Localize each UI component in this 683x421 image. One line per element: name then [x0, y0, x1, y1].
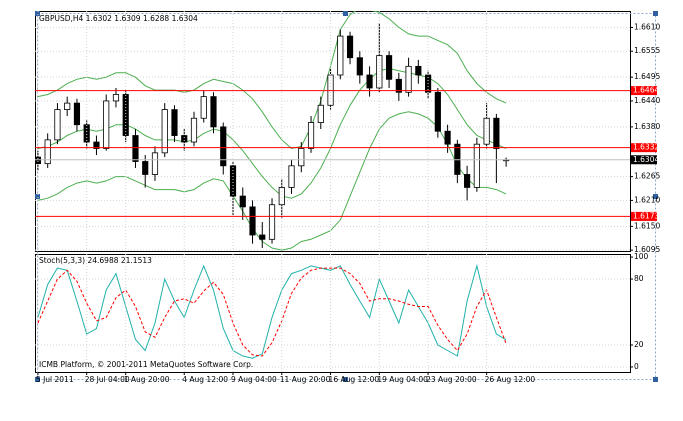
- y-tick-label: 1.6610: [634, 22, 660, 31]
- y-tick-label: 0: [634, 362, 639, 371]
- selection-handles: [35, 11, 658, 382]
- candle-body: [259, 234, 266, 240]
- x-tick-label: 19 Aug 04:00: [377, 375, 428, 384]
- handle[interactable]: [343, 11, 348, 16]
- x-tick-label: 1 Aug 20:00: [124, 375, 170, 384]
- candle-body: [64, 102, 71, 110]
- candle-body: [132, 135, 139, 162]
- candle-body: [415, 65, 422, 76]
- x-tick-label: 4 Aug 12:00: [182, 375, 228, 384]
- candle-body: [298, 148, 305, 167]
- candle-body: [151, 152, 159, 175]
- candle-body: [161, 109, 168, 154]
- candle-body: [229, 165, 237, 197]
- y-tick-label: 1.6380: [634, 122, 660, 131]
- candle-body: [73, 102, 81, 126]
- stoch-line: [37, 267, 507, 357]
- handle[interactable]: [653, 377, 658, 382]
- candle-body: [385, 55, 393, 80]
- candle-body: [278, 187, 285, 206]
- y-tick-label: 1.6265: [634, 172, 660, 181]
- x-tick-label: 26 Aug 12:00: [485, 375, 536, 384]
- candle-body: [35, 156, 42, 165]
- x-tick-label: 9 Aug 04:00: [231, 375, 277, 384]
- price-tag: [631, 86, 657, 96]
- x-tick-label: 5 Jul 2011: [36, 375, 74, 384]
- candle-body: [200, 96, 207, 119]
- plot-layer: 1.6610 1.6555 1.6495 1.6440 1.6380 1.6265 1.62…: [35, 11, 660, 384]
- candle-body: [112, 94, 120, 102]
- y-tick-label: 100: [634, 252, 649, 261]
- y-tick-label: 1.6150: [634, 221, 660, 230]
- y-tick-label: 1.6495: [634, 72, 660, 81]
- candle-body: [171, 109, 178, 136]
- stoch-panel-frame: [35, 254, 631, 373]
- bollinger-upper: [37, 11, 507, 150]
- candle-body: [181, 135, 188, 143]
- candle-body: [434, 91, 441, 132]
- candle-body: [307, 122, 315, 149]
- candle-body: [122, 94, 129, 136]
- handle[interactable]: [35, 377, 40, 382]
- handle[interactable]: [653, 11, 658, 16]
- last-price-tag: [631, 155, 657, 165]
- candle-body: [493, 117, 500, 149]
- candle-body: [239, 195, 246, 208]
- last-price-label: 1.6304: [633, 155, 659, 164]
- handle[interactable]: [343, 377, 348, 382]
- x-tick-label: 16 Aug 12:00: [329, 375, 380, 384]
- candle-body: [405, 65, 412, 93]
- candle-body: [93, 141, 100, 149]
- candle-body: [337, 35, 344, 76]
- x-tick-label: 11 Aug 20:00: [280, 375, 331, 384]
- candle-body: [395, 78, 402, 93]
- x-tick-label: 23 Aug 20:00: [426, 375, 477, 384]
- candle-body: [464, 174, 471, 188]
- candle-body: [220, 126, 227, 167]
- price-tag-label: 1.6332: [633, 143, 659, 152]
- candle-body: [317, 104, 324, 123]
- candle-body: [54, 109, 61, 141]
- candle-body: [83, 124, 90, 143]
- candle-body: [288, 165, 295, 188]
- y-tick-label: 1.6210: [634, 195, 660, 204]
- y-tick-label: 1.6095: [634, 245, 660, 254]
- price-title: GBPUSD,H4 1.6302 1.6309 1.6288 1.6304: [39, 14, 198, 23]
- candle-body: [103, 100, 110, 149]
- price-panel-frame: [35, 11, 631, 252]
- price-tag: [631, 143, 657, 153]
- panel-plot: [35, 256, 630, 368]
- candle-body: [473, 143, 480, 188]
- price-tag: [631, 211, 657, 221]
- candle-body: [444, 130, 451, 145]
- x-tick-label: 28 Jul 04:00: [85, 375, 130, 384]
- stoch-title: Stoch(5,3,3) 24.6988 21.1513: [39, 256, 152, 265]
- candle-body: [142, 161, 149, 175]
- handle[interactable]: [653, 194, 658, 199]
- candle-body: [210, 96, 217, 128]
- candle-body: [346, 35, 354, 59]
- copyright: ICMB Platform, © 2001-2011 MetaQuotes So…: [39, 360, 253, 369]
- price-tag-label: 1.6173: [633, 211, 659, 220]
- candle-body: [44, 139, 51, 165]
- candle-body: [366, 74, 373, 89]
- candle-body: [356, 57, 363, 76]
- y-tick-label: 1.6555: [634, 46, 660, 55]
- y-tick-label: 20: [634, 340, 644, 349]
- y-tick-label: 80: [634, 274, 644, 283]
- candle-body: [249, 206, 256, 236]
- handle[interactable]: [35, 11, 40, 16]
- price-tag-label: 1.6464: [633, 86, 659, 95]
- y-tick-label: 1.6440: [634, 96, 660, 105]
- candle-body: [190, 117, 198, 143]
- bollinger-lower: [37, 111, 507, 251]
- handle[interactable]: [35, 194, 40, 199]
- candle-body: [268, 204, 276, 240]
